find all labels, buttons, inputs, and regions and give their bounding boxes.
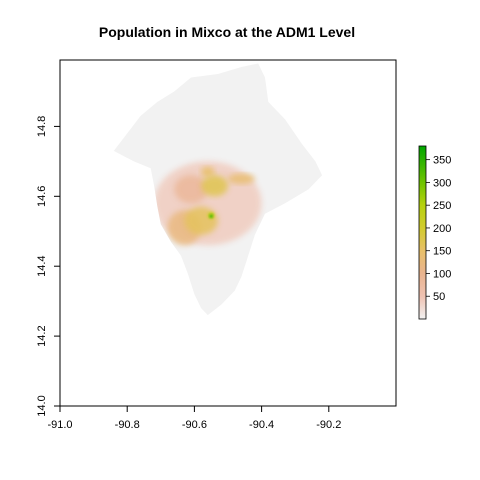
legend-tick-label: 100	[433, 268, 451, 280]
legend-tick-label: 50	[433, 291, 445, 303]
color-legend: 50 100 150 200 250 300 350	[418, 145, 451, 320]
legend-tick-label: 350	[433, 155, 451, 167]
density-zone-north-spot	[201, 166, 215, 177]
legend-tick-label: 300	[433, 177, 451, 189]
density-zone-east-band	[228, 173, 255, 184]
chart-title: Population in Mixco at the ADM1 Level	[99, 24, 355, 40]
density-zone-core-north	[201, 175, 229, 197]
x-axis: -91.0 -90.8 -90.6 -90.4 -90.2	[47, 406, 341, 431]
x-tick-label: -90.8	[115, 419, 140, 431]
x-tick-label: -90.2	[316, 419, 341, 431]
y-tick-label: 14.0	[36, 395, 48, 416]
x-tick-label: -91.0	[47, 419, 72, 431]
density-zone-core-south	[184, 206, 218, 235]
density-zone-northwest-belt	[174, 175, 208, 204]
x-tick-label: -90.4	[249, 419, 274, 431]
legend-tick-label: 250	[433, 200, 451, 212]
y-tick-label: 14.2	[36, 325, 48, 346]
y-tick-label: 14.4	[36, 255, 48, 276]
density-zone-peak-max	[209, 214, 213, 218]
legend-ticks: 50 100 150 200 250 300 350	[426, 155, 451, 303]
density-layer	[154, 161, 262, 246]
legend-tick-label: 200	[433, 223, 451, 235]
y-tick-label: 14.8	[36, 116, 48, 137]
legend-color-bar	[418, 145, 427, 320]
plot-area	[113, 63, 323, 316]
legend-tick-label: 150	[433, 246, 451, 258]
x-tick-label: -90.6	[182, 419, 207, 431]
y-axis: 14.0 14.2 14.4 14.6 14.8	[36, 116, 60, 417]
y-tick-label: 14.6	[36, 186, 48, 207]
plot-frame	[59, 59, 397, 407]
